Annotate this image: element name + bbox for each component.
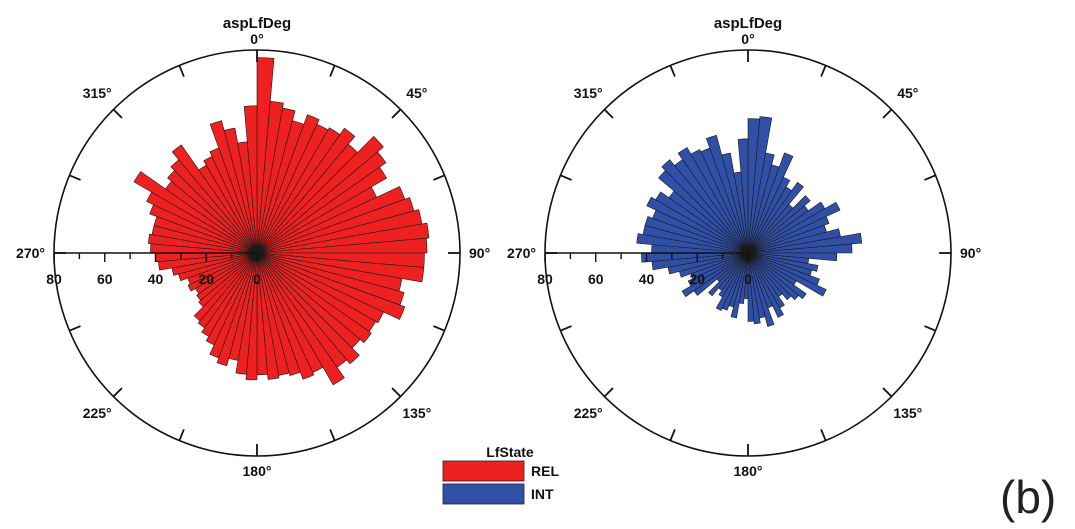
rel-angle-label-225: 225° — [83, 405, 112, 421]
int-angle-tick — [821, 429, 826, 440]
rel-angle-label-270: 270° — [16, 245, 45, 261]
int-angle-tick — [883, 388, 891, 396]
int-radial-tick-60: 60 — [588, 271, 604, 287]
int-angle-tick — [604, 388, 612, 396]
int-angle-label-90: 90° — [960, 245, 981, 261]
rel-angle-label-180: 180° — [243, 463, 272, 479]
panel-label: (b) — [1000, 471, 1056, 523]
rel-radial-tick-40: 40 — [148, 271, 164, 287]
int-radial-tick-40: 40 — [639, 271, 655, 287]
int-angle-tick — [670, 65, 675, 76]
rel-angle-label-90: 90° — [469, 245, 490, 261]
rel-angle-tick — [69, 326, 80, 331]
int-angle-label-225: 225° — [574, 405, 603, 421]
rel-angle-tick — [69, 175, 80, 180]
legend-label-rel: REL — [531, 463, 559, 479]
rel-angle-tick — [433, 326, 444, 331]
rel-angle-tick — [330, 429, 335, 440]
rel-chart-title: aspLfDeg — [223, 15, 291, 32]
int-angle-tick — [924, 175, 935, 180]
rel-angle-label-45: 45° — [406, 85, 427, 101]
int-angle-tick — [560, 326, 571, 331]
int-angle-tick — [670, 429, 675, 440]
rel-angle-tick — [392, 109, 400, 117]
int-bars — [637, 117, 862, 327]
int-angle-label-135: 135° — [893, 405, 922, 421]
legend: LfState REL INT — [443, 444, 559, 504]
int-angle-tick — [560, 175, 571, 180]
rel-radial-tick-20: 20 — [199, 271, 215, 287]
rel-angle-tick — [179, 65, 184, 76]
int-angle-label-0: 0° — [741, 31, 754, 47]
rel-angle-label-315: 315° — [83, 85, 112, 101]
int-angle-tick — [924, 326, 935, 331]
rel-radial-tick-60: 60 — [97, 271, 113, 287]
int-radial-tick-0: 0 — [744, 271, 752, 287]
legend-title: LfState — [486, 444, 534, 460]
polar-chart-int: aspLfDeg 0° 45° 90° 135° 180° 225° 270° … — [507, 15, 981, 479]
int-angle-label-45: 45° — [897, 85, 918, 101]
int-radial-tick-80: 80 — [537, 271, 553, 287]
int-angle-label-180: 180° — [734, 463, 763, 479]
int-angle-label-315: 315° — [574, 85, 603, 101]
rel-angle-tick — [433, 175, 444, 180]
polar-chart-rel: aspLfDeg 0° 45° 90° 135° 180° 225° 270° … — [16, 15, 490, 479]
legend-label-int: INT — [531, 486, 554, 502]
rel-radial-tick-0: 0 — [253, 271, 261, 287]
rel-angle-tick — [179, 429, 184, 440]
rel-radial-tick-80: 80 — [46, 271, 62, 287]
rel-angle-tick — [113, 388, 121, 396]
rel-angle-label-0: 0° — [250, 31, 263, 47]
rel-angle-tick — [392, 388, 400, 396]
legend-swatch-rel — [443, 461, 524, 481]
int-angle-tick — [604, 109, 612, 117]
int-angle-label-270: 270° — [507, 245, 536, 261]
int-angle-tick — [883, 109, 891, 117]
rel-angle-label-135: 135° — [402, 405, 431, 421]
rel-angle-tick — [113, 109, 121, 117]
legend-swatch-int — [443, 484, 524, 504]
int-chart-title: aspLfDeg — [714, 15, 782, 32]
rel-angle-tick — [330, 65, 335, 76]
rel-bars — [134, 58, 429, 385]
int-radial-tick-20: 20 — [690, 271, 706, 287]
int-angle-tick — [821, 65, 826, 76]
